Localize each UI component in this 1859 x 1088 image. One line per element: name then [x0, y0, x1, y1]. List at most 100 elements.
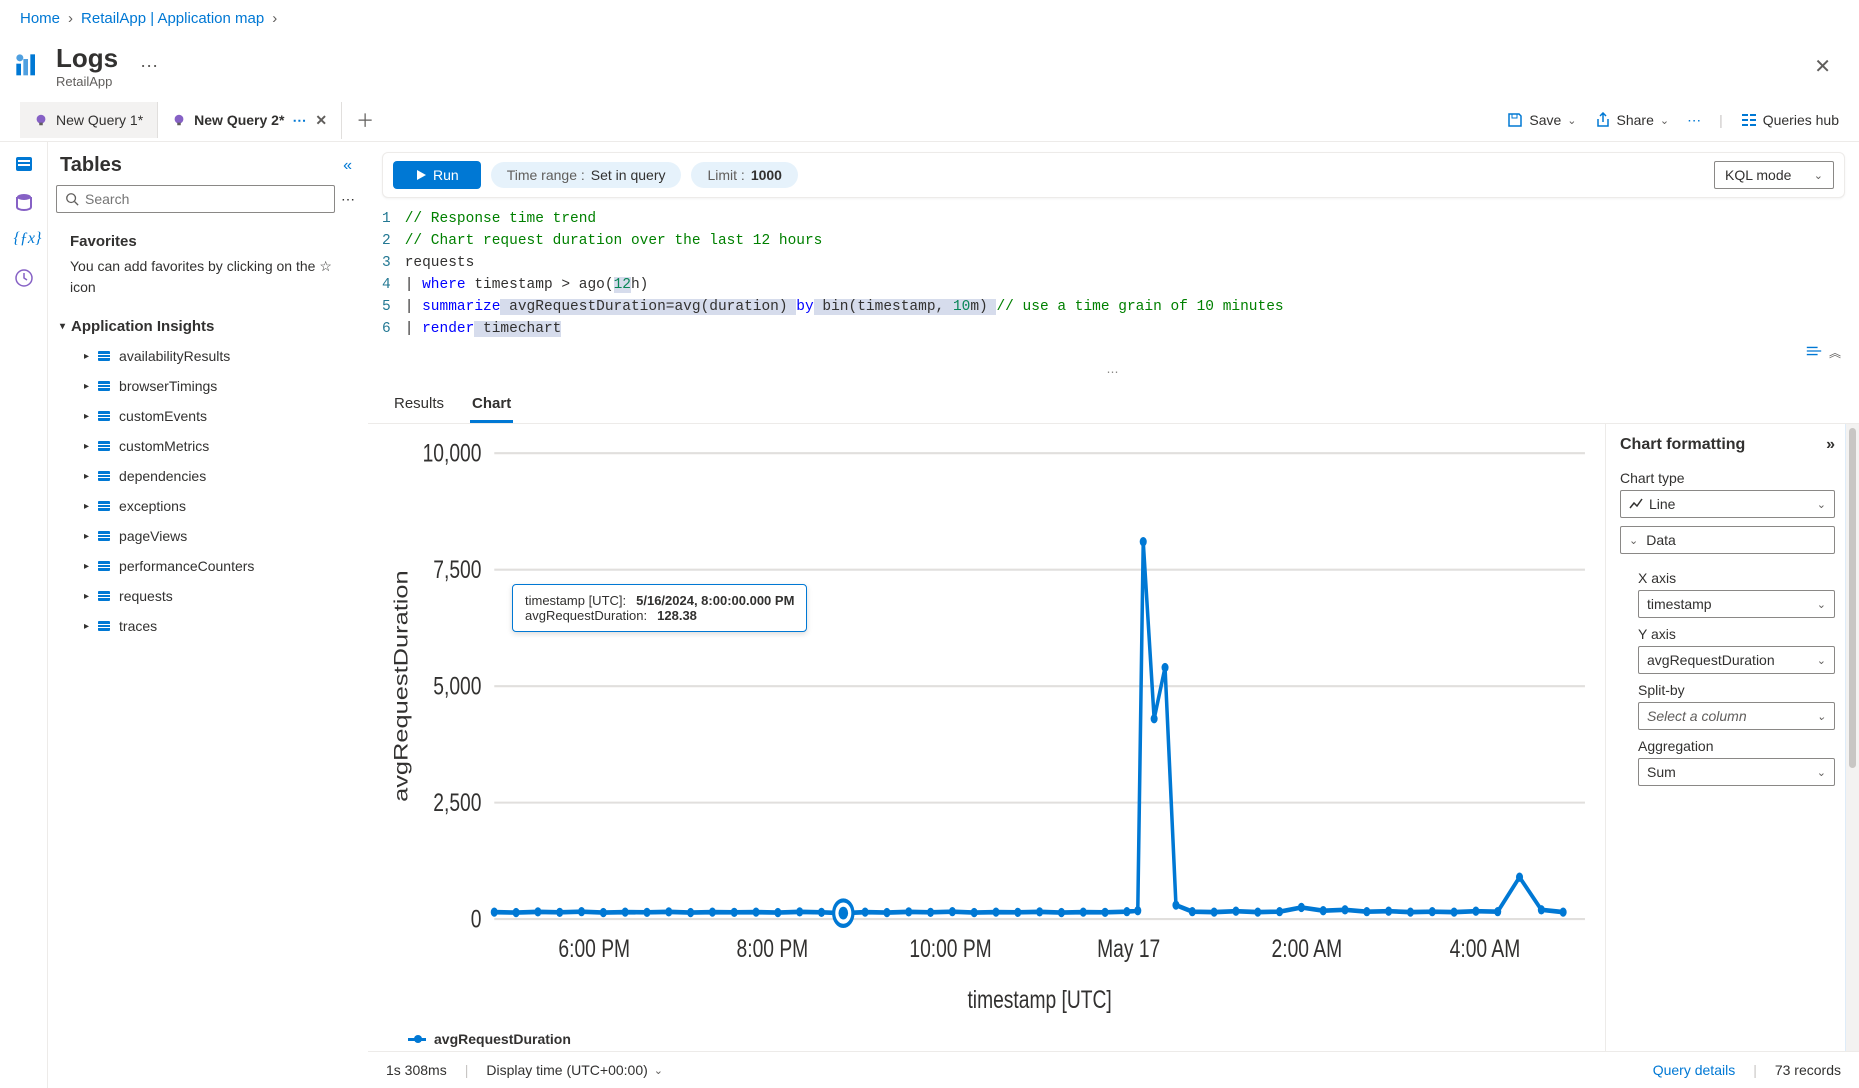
caret-right-icon: ▸ — [84, 441, 89, 452]
chart-formatting-panel: Chart formatting » Chart type Line ⌄ ⌄ D… — [1605, 424, 1845, 1051]
share-button[interactable]: Share ⌄ — [1595, 112, 1670, 128]
tab-results[interactable]: Results — [392, 387, 446, 423]
close-panel-button[interactable]: ✕ — [1806, 50, 1839, 83]
query-details-link[interactable]: Query details — [1653, 1062, 1735, 1078]
editor-collapse-button[interactable]: ︽ — [1829, 344, 1841, 361]
sidebar-item-customMetrics[interactable]: ▸customMetrics — [56, 431, 356, 461]
query-duration: 1s 308ms — [386, 1062, 447, 1078]
limit-pill[interactable]: Limit : 1000 — [691, 162, 798, 188]
chevron-down-icon: ⌄ — [1629, 534, 1638, 547]
svg-text:0: 0 — [471, 905, 482, 933]
search-more-button[interactable]: ⋯ — [341, 191, 356, 208]
mode-selector[interactable]: KQL mode ⌄ — [1714, 161, 1834, 189]
fmt-title: Chart formatting — [1620, 436, 1745, 454]
caret-right-icon: ▸ — [84, 621, 89, 632]
table-icon — [97, 349, 111, 363]
sidebar-item-customEvents[interactable]: ▸customEvents — [56, 401, 356, 431]
play-icon — [415, 169, 427, 181]
vertical-scrollbar[interactable] — [1845, 424, 1859, 1051]
header-more-button[interactable]: ⋯ — [132, 56, 166, 77]
group-application-insights[interactable]: ▾ Application Insights — [56, 312, 356, 341]
chevron-down-icon: ⌄ — [1567, 114, 1576, 127]
sidebar-item-pageViews[interactable]: ▸pageViews — [56, 521, 356, 551]
svg-text:10:00 PM: 10:00 PM — [909, 935, 991, 963]
database-icon[interactable] — [14, 192, 34, 212]
caret-right-icon: ▸ — [84, 471, 89, 482]
sidebar-item-availabilityResults[interactable]: ▸availabilityResults — [56, 341, 356, 371]
sidebar-item-dependencies[interactable]: ▸dependencies — [56, 461, 356, 491]
split-by-select[interactable]: Select a column ⌄ — [1638, 702, 1835, 730]
table-icon — [97, 409, 111, 423]
aggregation-select[interactable]: Sum ⌄ — [1638, 758, 1835, 786]
table-icon — [97, 499, 111, 513]
left-icon-rail: {ƒx} — [0, 142, 48, 1088]
chart-legend: avgRequestDuration — [382, 1025, 1601, 1047]
kql-editor[interactable]: 123456 // Response time trend// Chart re… — [368, 204, 1859, 340]
run-button[interactable]: Run — [393, 161, 481, 189]
sidebar-title: Tables — [60, 154, 122, 177]
chevron-down-icon: ⌄ — [1817, 710, 1826, 723]
caret-right-icon: ▸ — [84, 561, 89, 572]
svg-text:2:00 AM: 2:00 AM — [1272, 935, 1343, 963]
chevron-down-icon: ⌄ — [1814, 169, 1823, 182]
sidebar-item-requests[interactable]: ▸requests — [56, 581, 356, 611]
display-time-button[interactable]: Display time (UTC+00:00) ⌄ — [486, 1062, 663, 1078]
breadcrumb-sep: › — [272, 10, 277, 27]
time-range-pill[interactable]: Time range : Set in query — [491, 162, 682, 188]
page-subtitle: RetailApp — [56, 74, 118, 89]
svg-text:7,500: 7,500 — [433, 556, 481, 584]
sidebar-item-traces[interactable]: ▸traces — [56, 611, 356, 641]
query-tab[interactable]: New Query 1* — [20, 102, 158, 138]
search-input[interactable] — [85, 191, 326, 207]
table-icon — [97, 559, 111, 573]
chart-type-select[interactable]: Line ⌄ — [1620, 490, 1835, 518]
svg-text:May 17: May 17 — [1097, 935, 1160, 963]
table-icon — [97, 619, 111, 633]
query-toolbar: Run Time range : Set in query Limit : 10… — [382, 152, 1845, 198]
chevron-down-icon: ⌄ — [1817, 654, 1826, 667]
toolbar-more-button[interactable]: ⋯ — [1687, 112, 1701, 129]
breadcrumb-app-map[interactable]: RetailApp | Application map — [81, 10, 264, 27]
table-icon — [97, 439, 111, 453]
svg-text:4:00 AM: 4:00 AM — [1450, 935, 1521, 963]
collapse-fmt-button[interactable]: » — [1826, 436, 1835, 454]
queries-hub-button[interactable]: Queries hub — [1741, 112, 1839, 128]
tables-icon[interactable] — [14, 154, 34, 174]
record-count: 73 records — [1775, 1062, 1841, 1078]
tab-close-button[interactable]: ✕ — [315, 112, 327, 129]
tab-more-button[interactable]: ⋯ — [292, 112, 307, 129]
svg-text:5,000: 5,000 — [433, 672, 481, 700]
line-chart[interactable]: 02,5005,0007,50010,000avgRequestDuration… — [382, 432, 1601, 1025]
share-icon — [1595, 112, 1611, 128]
caret-right-icon: ▸ — [84, 351, 89, 362]
tab-chart[interactable]: Chart — [470, 387, 513, 423]
x-axis-select[interactable]: timestamp ⌄ — [1638, 590, 1835, 618]
query-tab-active[interactable]: New Query 2* ⋯ ✕ — [158, 102, 342, 139]
sidebar-item-browserTimings[interactable]: ▸browserTimings — [56, 371, 356, 401]
search-icon — [65, 192, 79, 206]
breadcrumb-sep: › — [68, 10, 73, 27]
data-section-toggle[interactable]: ⌄ Data — [1620, 526, 1835, 554]
save-button[interactable]: Save ⌄ — [1507, 112, 1576, 128]
chart-tooltip: timestamp [UTC]:5/16/2024, 8:00:00.000 P… — [512, 584, 807, 632]
sidebar-item-exceptions[interactable]: ▸exceptions — [56, 491, 356, 521]
table-icon — [97, 589, 111, 603]
caret-right-icon: ▸ — [84, 411, 89, 422]
split-by-label: Split-by — [1620, 674, 1835, 702]
y-axis-select[interactable]: avgRequestDuration ⌄ — [1638, 646, 1835, 674]
editor-format-button[interactable] — [1805, 344, 1823, 361]
add-tab-button[interactable]: ＋ — [342, 99, 388, 141]
sidebar-item-performanceCounters[interactable]: ▸performanceCounters — [56, 551, 356, 581]
x-axis-label: X axis — [1620, 562, 1835, 590]
chevron-down-icon: ⌄ — [1660, 114, 1669, 127]
horizontal-splitter[interactable]: ⋯ — [368, 365, 1859, 379]
lightbulb-icon — [172, 113, 186, 127]
history-icon[interactable] — [14, 268, 34, 288]
breadcrumb-home[interactable]: Home — [20, 10, 60, 27]
breadcrumb: Home › RetailApp | Application map › — [0, 0, 1859, 37]
caret-right-icon: ▸ — [84, 591, 89, 602]
favorites-heading: Favorites — [56, 225, 356, 256]
collapse-sidebar-button[interactable]: « — [343, 157, 352, 175]
functions-icon[interactable]: {ƒx} — [14, 230, 34, 250]
search-input-wrapper[interactable] — [56, 185, 335, 213]
